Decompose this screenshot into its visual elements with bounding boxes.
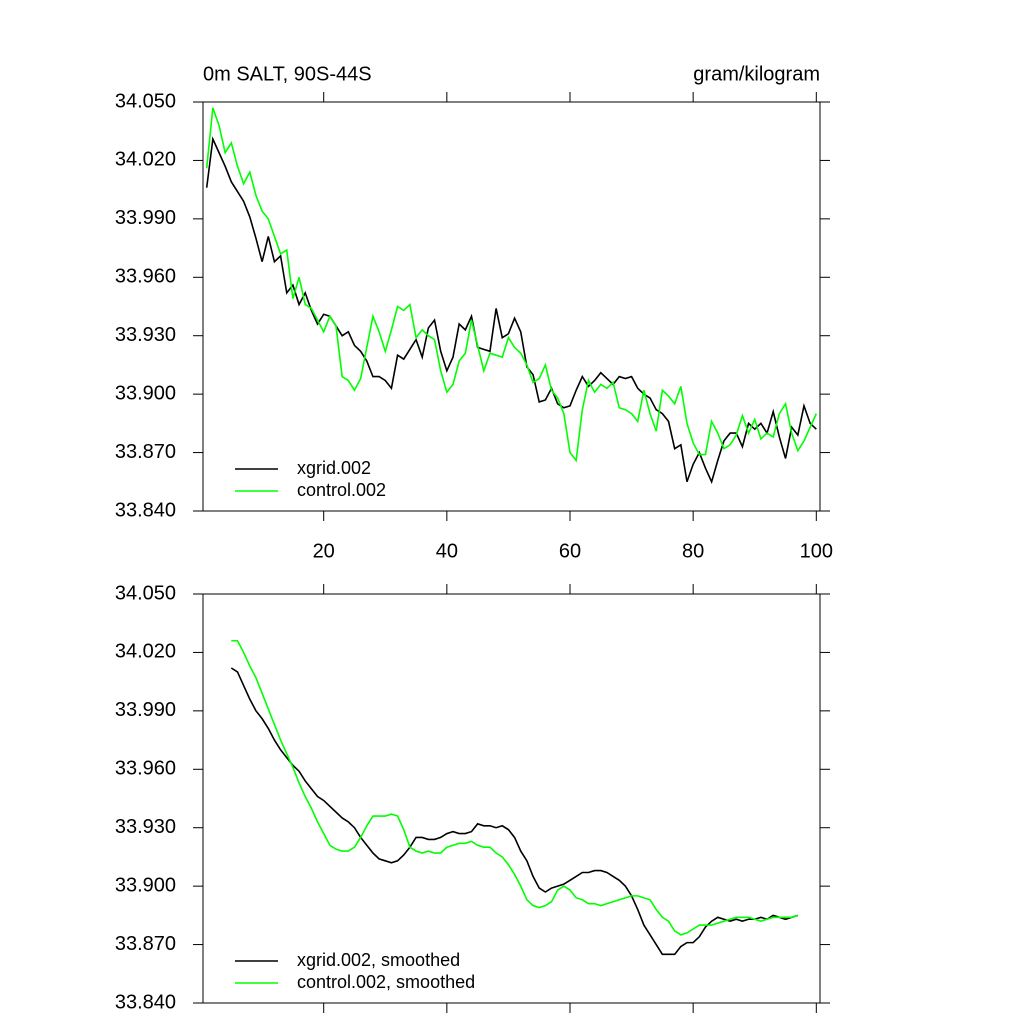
y-tick-label: 33.960 xyxy=(115,266,176,288)
x-tick-label: 20 xyxy=(313,540,335,562)
legend-label: xgrid.002, smoothed xyxy=(297,950,460,970)
y-tick-label: 34.020 xyxy=(115,149,176,171)
y-tick-label: 34.050 xyxy=(115,582,176,604)
plot-frame xyxy=(202,593,821,1004)
x-tick-label: 100 xyxy=(800,540,833,562)
series-line xyxy=(205,107,818,463)
x-tick-label: 40 xyxy=(436,540,458,562)
y-tick-label: 33.900 xyxy=(115,874,176,896)
legend-label: control.002 xyxy=(297,480,386,500)
series-line xyxy=(231,639,799,936)
y-tick-label: 34.020 xyxy=(115,641,176,663)
y-tick-label: 33.930 xyxy=(115,324,176,346)
plot-frame xyxy=(202,101,821,512)
y-tick-label: 33.900 xyxy=(115,382,176,404)
legend-label: control.002, smoothed xyxy=(297,972,475,992)
y-tick-label: 33.930 xyxy=(115,816,176,838)
y-tick-label: 33.990 xyxy=(115,699,176,721)
series-line xyxy=(205,136,817,485)
chart-title: 0m SALT, 90S-44S xyxy=(203,63,372,85)
x-tick-label: 60 xyxy=(559,540,581,562)
legend-label: xgrid.002 xyxy=(297,458,371,478)
x-tick-label: 80 xyxy=(682,540,704,562)
y-tick-label: 33.840 xyxy=(115,991,176,1013)
y-tick-label: 33.870 xyxy=(115,441,176,463)
y-tick-label: 33.990 xyxy=(115,207,176,229)
y-tick-label: 33.870 xyxy=(115,933,176,955)
y-tick-label: 34.050 xyxy=(115,90,176,112)
series-line xyxy=(230,667,799,956)
y-tick-label: 33.840 xyxy=(115,499,176,521)
units-label: gram/kilogram xyxy=(693,63,820,85)
y-tick-label: 33.960 xyxy=(115,758,176,780)
